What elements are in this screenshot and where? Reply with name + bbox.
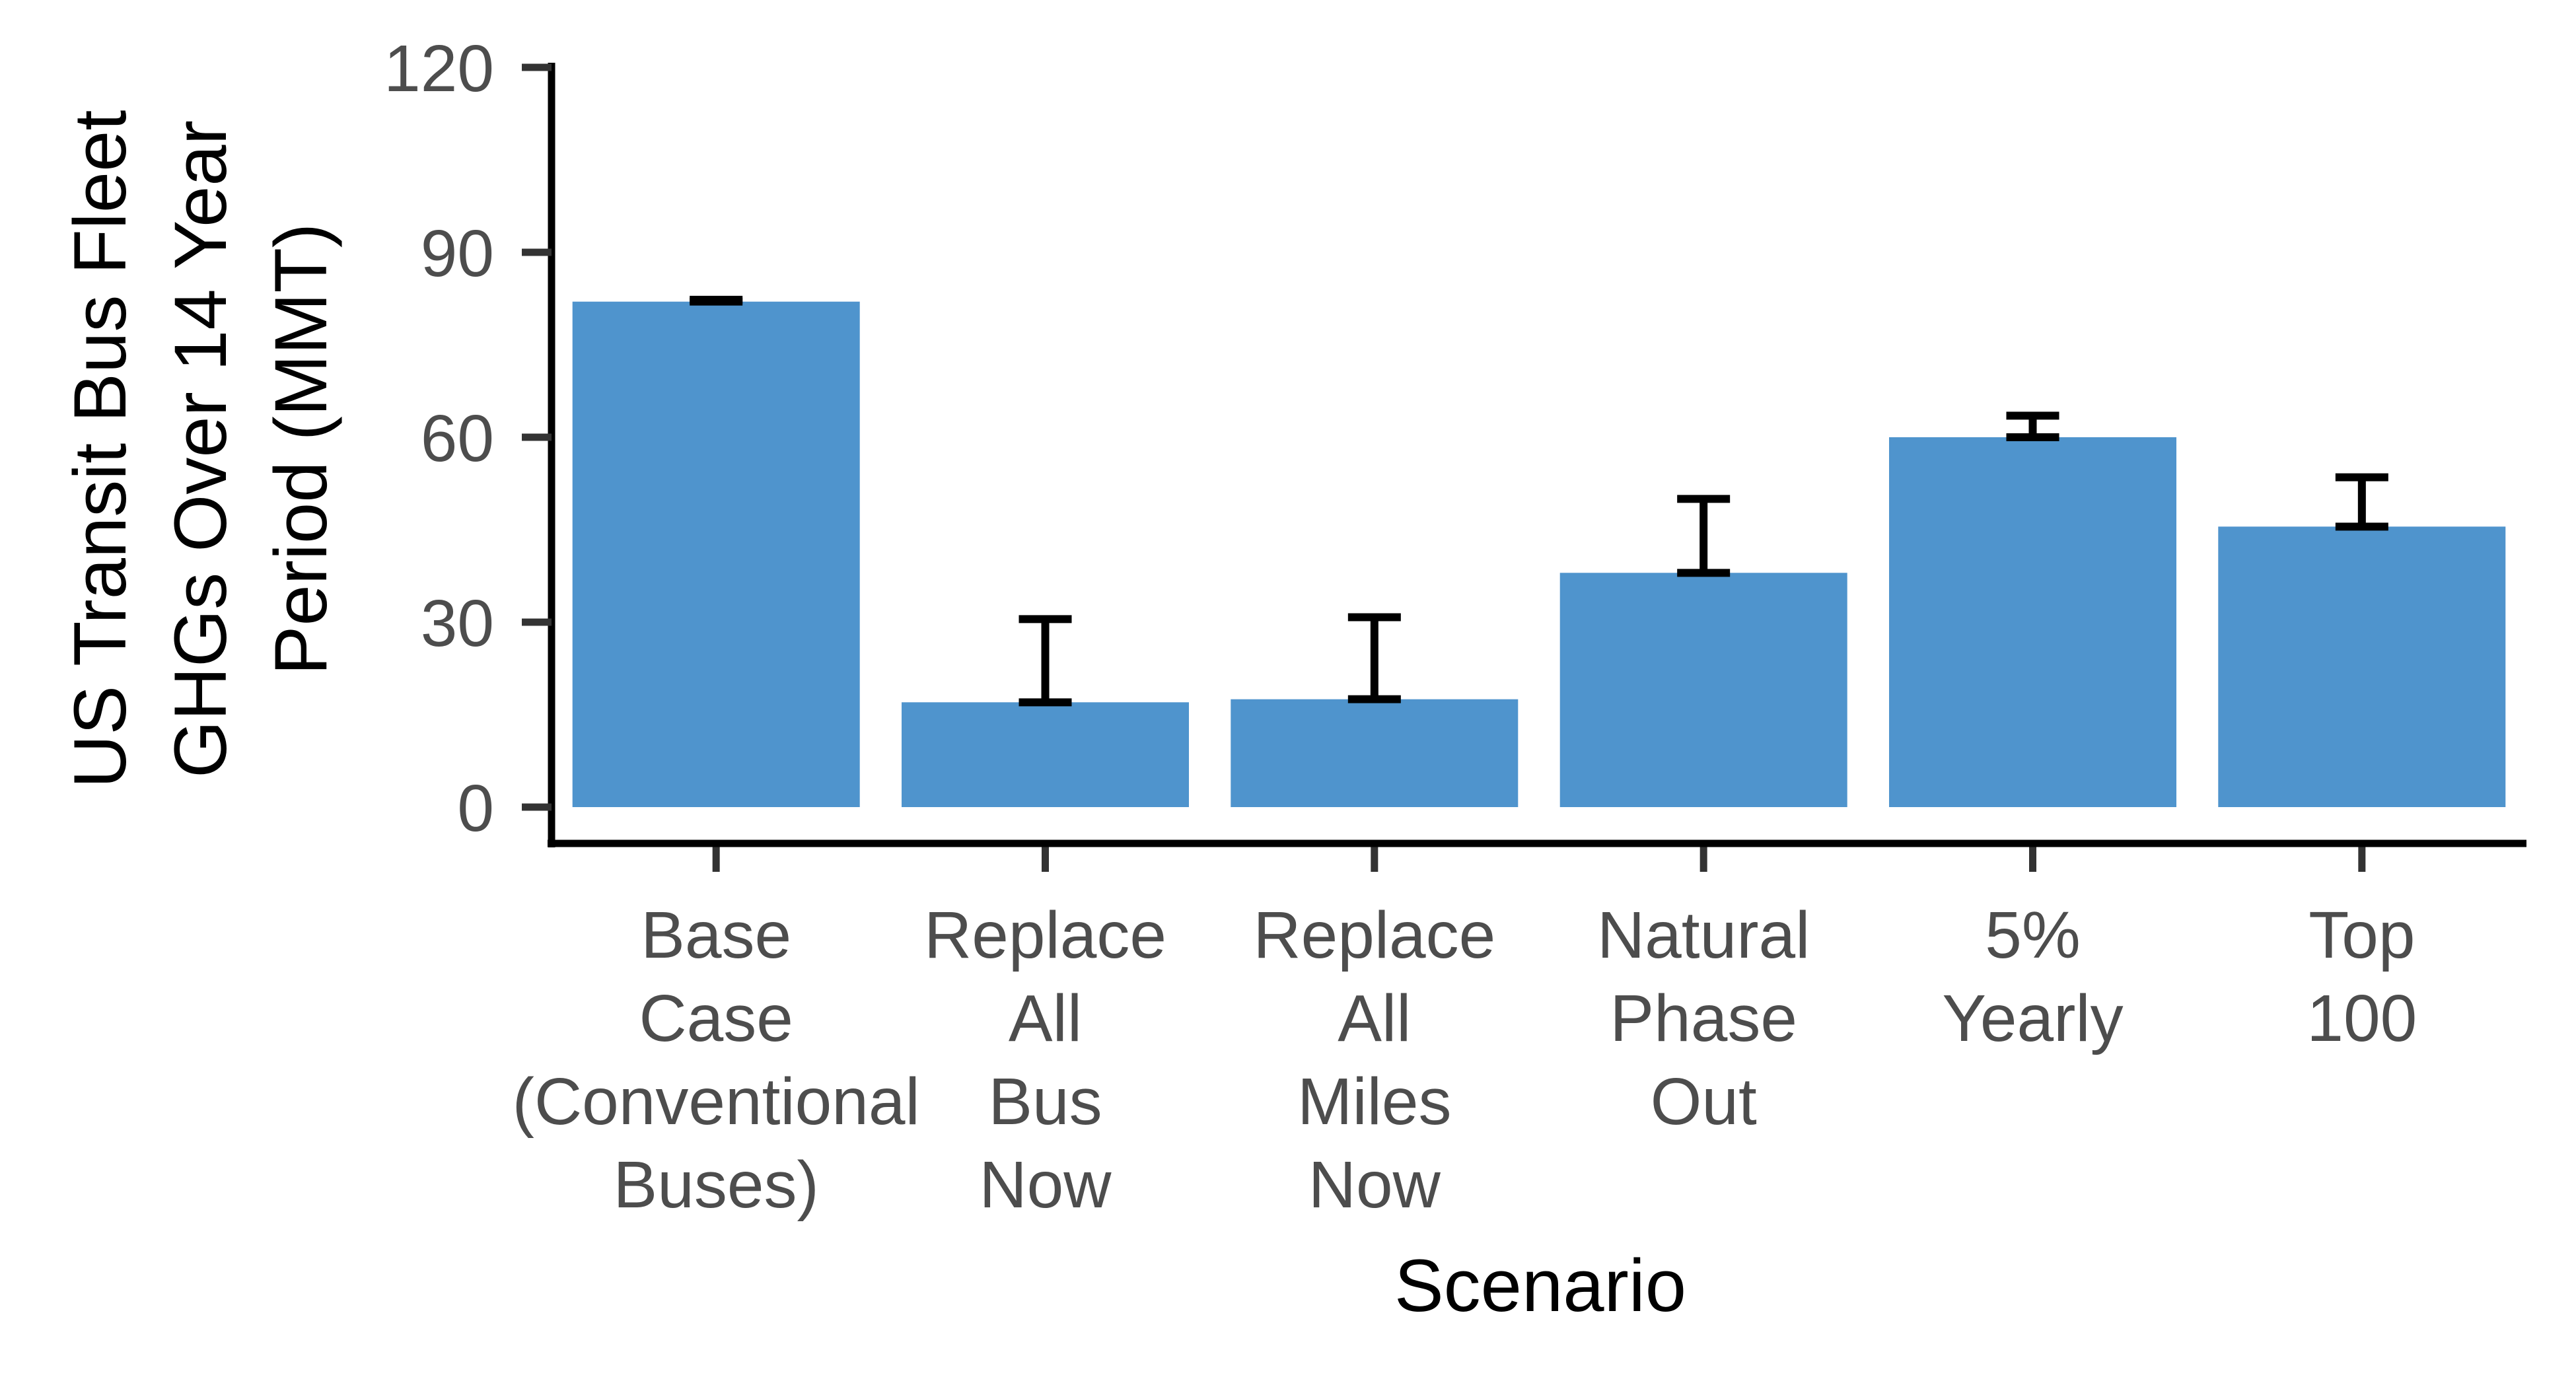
x-tick-label-2: Replace All Bus Now (924, 898, 1166, 1222)
bar-2 (902, 702, 1189, 807)
x-tick-label-line: Natural (1597, 898, 1810, 972)
x-tick-label-line: Replace (1253, 898, 1495, 972)
y-tick-label-60: 60 (421, 402, 494, 476)
x-tick-label-line: All (1009, 981, 1082, 1055)
x-axis-title: Scenario (1394, 1244, 1686, 1327)
error-bar-2 (1019, 615, 1072, 707)
error-bar-3 (1347, 613, 1401, 703)
bar-5 (1889, 437, 2176, 807)
x-tick-label-line: 5% (1985, 898, 2081, 972)
y-axis-title-line: GHGs Over 14 Year (159, 120, 242, 778)
bar-6 (2218, 526, 2506, 807)
x-tick-label-3: Replace All Miles Now (1253, 898, 1495, 1222)
y-axis-title-line: Period (MMT) (260, 223, 342, 675)
y-tick-label-90: 90 (421, 217, 494, 291)
x-tick-label-6: Top 100 (2307, 898, 2417, 1055)
x-tick-label-line: Now (1308, 1148, 1441, 1222)
x-tick-label-line: Top (2308, 898, 2415, 972)
error-bar-5 (2006, 411, 2059, 441)
bar-4 (1559, 573, 1847, 807)
y-axis-title-line: US Transit Bus Fleet (59, 110, 141, 788)
error-bar-6 (2335, 473, 2388, 531)
x-tick-label-1: Base Case (Conventional Buses) (513, 898, 920, 1222)
x-tick-label-line: Buses) (614, 1148, 819, 1222)
y-tick-label-0: 0 (457, 771, 494, 845)
x-tick-label-line: (Conventional (513, 1065, 920, 1139)
axes-layer (522, 63, 2526, 872)
x-tick-label-4: Natural Phase Out (1597, 898, 1810, 1139)
x-tick-label-line: Bus (988, 1065, 1102, 1139)
x-tick-label-line: Base (641, 898, 791, 972)
error-bars-layer (690, 295, 2388, 707)
y-tick-label-120: 120 (384, 32, 494, 106)
x-tick-label-line: Out (1651, 1065, 1757, 1139)
x-tick-label-line: Yearly (1942, 981, 2123, 1055)
x-tick-label-line: Phase (1610, 981, 1797, 1055)
x-tick-label-line: Case (639, 981, 793, 1055)
y-axis-title-text: US Transit Bus Fleet GHGs Over 14 Year Per… (59, 110, 342, 788)
x-tick-label-line: Now (979, 1148, 1112, 1222)
x-tick-label-5: 5% Yearly (1942, 898, 2123, 1055)
error-bar-4 (1677, 495, 1731, 577)
y-axis-title: US Transit Bus Fleet GHGs Over 14 Year Per… (59, 110, 342, 788)
x-tick-label-line: 100 (2307, 981, 2417, 1055)
error-bar-1 (690, 295, 743, 306)
bar-1 (572, 301, 860, 807)
y-tick-labels: 0 30 60 90 120 (384, 32, 494, 845)
x-tick-labels: Base Case (Conventional Buses) Replace All Bus… (513, 898, 2417, 1222)
y-tick-label-30: 30 (421, 587, 494, 660)
x-tick-label-line: Miles (1297, 1065, 1451, 1139)
x-tick-label-line: Replace (924, 898, 1166, 972)
bars-layer (572, 301, 2506, 807)
x-tick-label-line: All (1338, 981, 1411, 1055)
bar-3 (1231, 699, 1519, 807)
